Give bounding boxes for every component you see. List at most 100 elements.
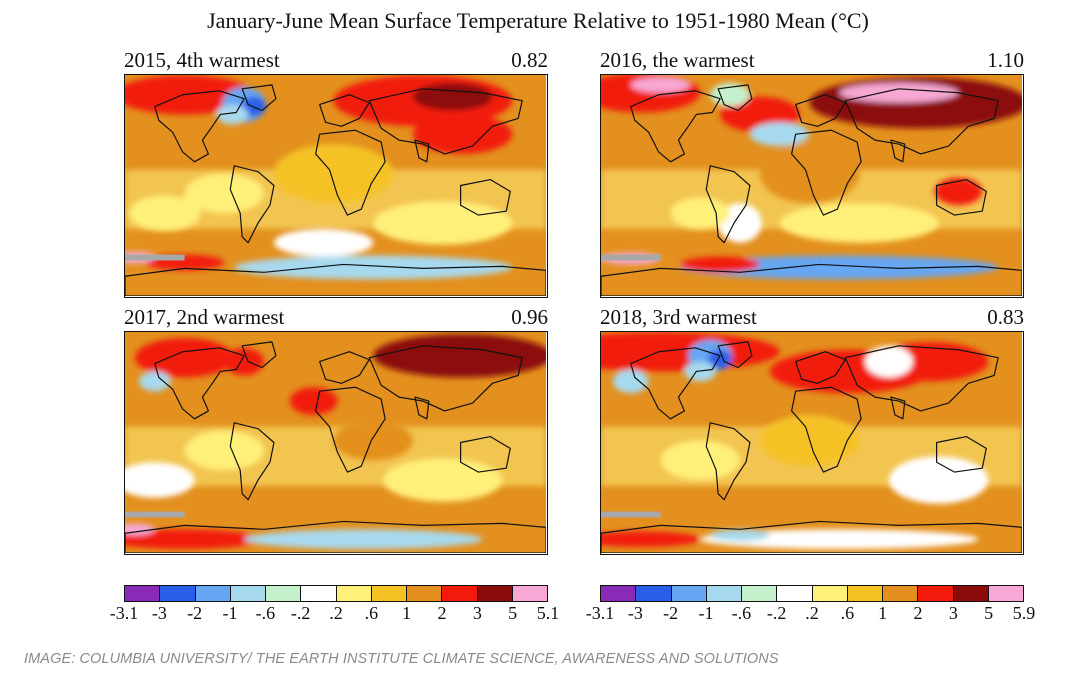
scale-swatch	[160, 586, 196, 601]
scale-tick-label: 3	[472, 603, 482, 623]
scale-swatch	[777, 586, 813, 601]
scale-tick-label: .6	[364, 603, 379, 623]
scale-tick-label: -.2	[290, 603, 311, 623]
scale-swatch	[125, 586, 161, 601]
coastline	[241, 84, 277, 112]
coastline	[414, 139, 430, 163]
anomaly-region	[670, 197, 731, 229]
scale-tick-label: 5.9	[1012, 603, 1036, 623]
no-data-region	[601, 511, 661, 518]
scale-swatch	[195, 586, 231, 601]
coastline	[630, 90, 721, 163]
scale-tick-label: 1	[402, 603, 412, 623]
coastline	[717, 84, 753, 112]
anomaly-region	[383, 458, 503, 502]
anomaly-region	[839, 82, 959, 103]
scale-tick-label: .2	[805, 603, 819, 623]
anomaly-map-graphic	[125, 332, 546, 553]
anomaly-region	[244, 529, 483, 550]
coastline	[791, 386, 862, 473]
temperature-map	[124, 331, 548, 555]
coastline	[705, 422, 751, 501]
scale-swatch	[266, 586, 302, 601]
anomaly-region	[888, 456, 989, 504]
anomaly-region	[865, 345, 913, 378]
map-panel-2015: 2015, 4th warmest 0.82	[124, 48, 548, 298]
scale-swatch	[230, 586, 266, 601]
anomaly-region	[289, 387, 338, 415]
image-credit: IMAGE: COLUMBIA UNIVERSITY/ THE EARTH IN…	[24, 651, 779, 667]
scale-swatch	[953, 586, 989, 601]
scale-swatch	[477, 586, 513, 601]
scale-tick-label: 3	[948, 603, 958, 623]
anomaly-region	[333, 420, 413, 461]
scale-swatch	[742, 586, 778, 601]
anomaly-region	[224, 347, 265, 376]
coastline	[601, 520, 1022, 553]
coastline	[844, 345, 999, 412]
figure-title: January-June Mean Surface Temperature Re…	[207, 8, 869, 33]
coastline	[315, 386, 386, 473]
panel-label: 2017, 2nd warmest	[124, 305, 285, 329]
anomaly-region	[125, 529, 264, 550]
anomaly-region	[680, 256, 760, 273]
scale-swatch	[988, 586, 1023, 601]
anomaly-region	[612, 369, 649, 394]
color-scale-left-ticks: -3.1 -3 -2 -1 -.6 -.2 .2 .6 1 2 3 5 5.1	[110, 603, 584, 623]
coastline	[791, 129, 862, 216]
map-panel-2017: 2017, 2nd warmest 0.96	[124, 305, 548, 555]
scale-swatch	[442, 586, 478, 601]
scale-tick-label: -.2	[766, 603, 787, 623]
scale-swatch	[371, 586, 407, 601]
scale-tick-label: 2	[913, 603, 923, 623]
scale-tick-label: .6	[840, 603, 855, 623]
coastline	[414, 396, 430, 420]
scale-tick-label: 5	[508, 603, 518, 623]
scale-tick-label: -3	[151, 603, 167, 623]
scale-tick-label: 2	[437, 603, 447, 623]
coastline	[368, 345, 523, 412]
coastline	[154, 90, 245, 163]
anomaly-region	[134, 337, 235, 378]
panel-anomaly-value: 0.83	[987, 305, 1024, 329]
color-scale-left	[124, 585, 548, 602]
coastline	[319, 351, 370, 384]
temperature-map	[124, 74, 548, 298]
coastline	[154, 347, 245, 420]
anomaly-region	[273, 228, 374, 257]
temperature-map	[600, 74, 1024, 298]
scale-swatch	[301, 586, 337, 601]
anomaly-region	[708, 349, 733, 370]
coastline	[319, 94, 370, 127]
anomaly-region	[216, 104, 249, 125]
scale-swatch	[812, 586, 848, 601]
no-data-region	[125, 254, 185, 261]
scale-tick-label: -3.1	[585, 603, 615, 623]
anomaly-region	[680, 255, 999, 280]
anomaly-region	[184, 430, 265, 471]
anomaly-region	[125, 75, 255, 115]
coastline	[368, 88, 523, 155]
coastline	[460, 178, 511, 216]
scale-tick-label: -.6	[731, 603, 752, 623]
coastline	[795, 351, 846, 384]
anomaly-region	[138, 371, 171, 392]
scale-swatch	[407, 586, 443, 601]
color-scale-right-ticks: -3.1 -3 -2 -1 -.6 -.2 .2 .6 1 2 3 5 5.9	[586, 603, 1060, 623]
scale-swatch	[883, 586, 919, 601]
anomaly-region	[779, 203, 939, 243]
anomaly-region	[412, 82, 493, 111]
anomaly-region	[710, 82, 750, 107]
coastline	[241, 341, 277, 369]
coastline	[936, 178, 987, 216]
coastline	[125, 520, 546, 553]
coastline	[890, 396, 906, 420]
coastline	[229, 165, 275, 244]
panel-anomaly-value: 1.10	[987, 48, 1024, 72]
scale-tick-label: -2	[663, 603, 679, 623]
color-scale-right	[600, 585, 1024, 602]
coastline	[717, 341, 753, 369]
no-data-region	[125, 511, 185, 518]
coastline	[630, 347, 721, 420]
coastline	[795, 94, 846, 127]
